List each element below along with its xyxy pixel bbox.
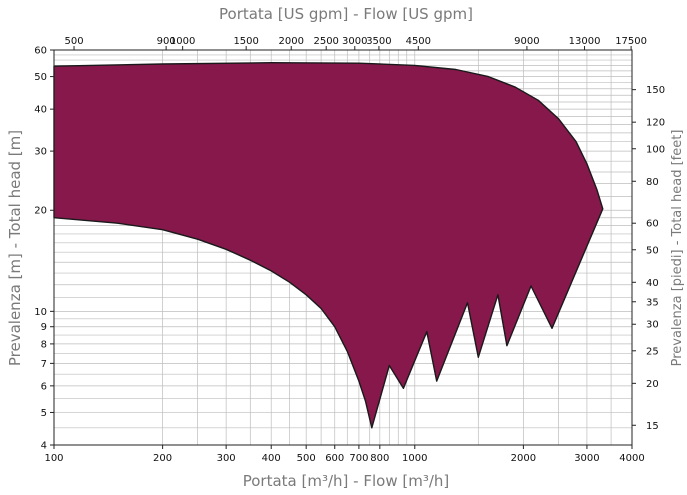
x-tick-label: 400 xyxy=(262,453,281,464)
y-tick-label: 5 xyxy=(41,408,47,419)
y-tick-label: 20 xyxy=(34,206,47,217)
x-tick-label: 2000 xyxy=(511,453,536,464)
y2-tick-label: 80 xyxy=(646,177,659,188)
y-tick-label: 8 xyxy=(41,339,47,350)
y2-tick-label: 50 xyxy=(646,245,659,256)
x-tick-label: 200 xyxy=(153,453,172,464)
x2-tick-label: 17500 xyxy=(615,36,647,47)
x-tick-label: 1000 xyxy=(402,453,427,464)
x-axis-title: Portata [m³/h] - Flow [m³/h] xyxy=(243,472,450,490)
x-tick-label: 800 xyxy=(370,453,389,464)
x-tick-label: 500 xyxy=(297,453,316,464)
x2-tick-label: 1000 xyxy=(170,36,195,47)
x2-tick-label: 3500 xyxy=(366,36,391,47)
x2-axis-title: Portata [US gpm] - Flow [US gpm] xyxy=(219,5,473,23)
y2-tick-label: 20 xyxy=(646,379,659,390)
y-tick-label: 60 xyxy=(34,46,47,57)
x2-tick-label: 13000 xyxy=(569,36,601,47)
y2-tick-label: 35 xyxy=(646,297,659,308)
x2-tick-label: 500 xyxy=(64,36,83,47)
y-tick-label: 40 xyxy=(34,105,47,116)
tick-labels: 100 200 300 400 500 600 700 800 1000 2000 3000 4000… xyxy=(34,36,665,464)
x-tick-label: 3000 xyxy=(574,453,599,464)
y-tick-label: 7 xyxy=(41,359,47,370)
y2-tick-label: 40 xyxy=(646,278,659,289)
x2-tick-label: 2500 xyxy=(313,36,338,47)
y2-tick-label: 15 xyxy=(646,421,659,432)
x2-tick-label: 4500 xyxy=(406,36,431,47)
y2-tick-label: 30 xyxy=(646,320,659,331)
x-tick-label: 700 xyxy=(349,453,368,464)
y2-tick-label: 100 xyxy=(646,144,665,155)
x-tick-label: 4000 xyxy=(619,453,644,464)
y-tick-label: 10 xyxy=(34,307,47,318)
x2-tick-label: 2000 xyxy=(279,36,304,47)
y-tick-label: 6 xyxy=(41,381,47,392)
y2-tick-label: 150 xyxy=(646,85,665,96)
x2-tick-label: 900 xyxy=(157,36,176,47)
y2-tick-label: 60 xyxy=(646,219,659,230)
y2-tick-label: 25 xyxy=(646,346,659,357)
y-tick-label: 30 xyxy=(34,147,47,158)
y-axis-title: Prevalenza [m] - Total head [m] xyxy=(6,130,24,366)
x2-tick-label: 1500 xyxy=(233,36,258,47)
y-tick-label: 4 xyxy=(41,441,47,452)
performance-envelope-area xyxy=(53,62,604,429)
y2-axis-title: Prevalenza [piedi] - Total head [feet] xyxy=(670,130,685,367)
x2-tick-label: 9000 xyxy=(514,36,539,47)
x2-tick-label: 3000 xyxy=(342,36,367,47)
plot-frame xyxy=(53,49,633,446)
x-tick-label: 300 xyxy=(217,453,236,464)
x-tick-label: 600 xyxy=(325,453,344,464)
y-tick-label: 9 xyxy=(41,322,47,333)
x-tick-label: 100 xyxy=(44,453,63,464)
y-tick-label: 50 xyxy=(34,72,47,83)
y2-tick-label: 120 xyxy=(646,118,665,129)
